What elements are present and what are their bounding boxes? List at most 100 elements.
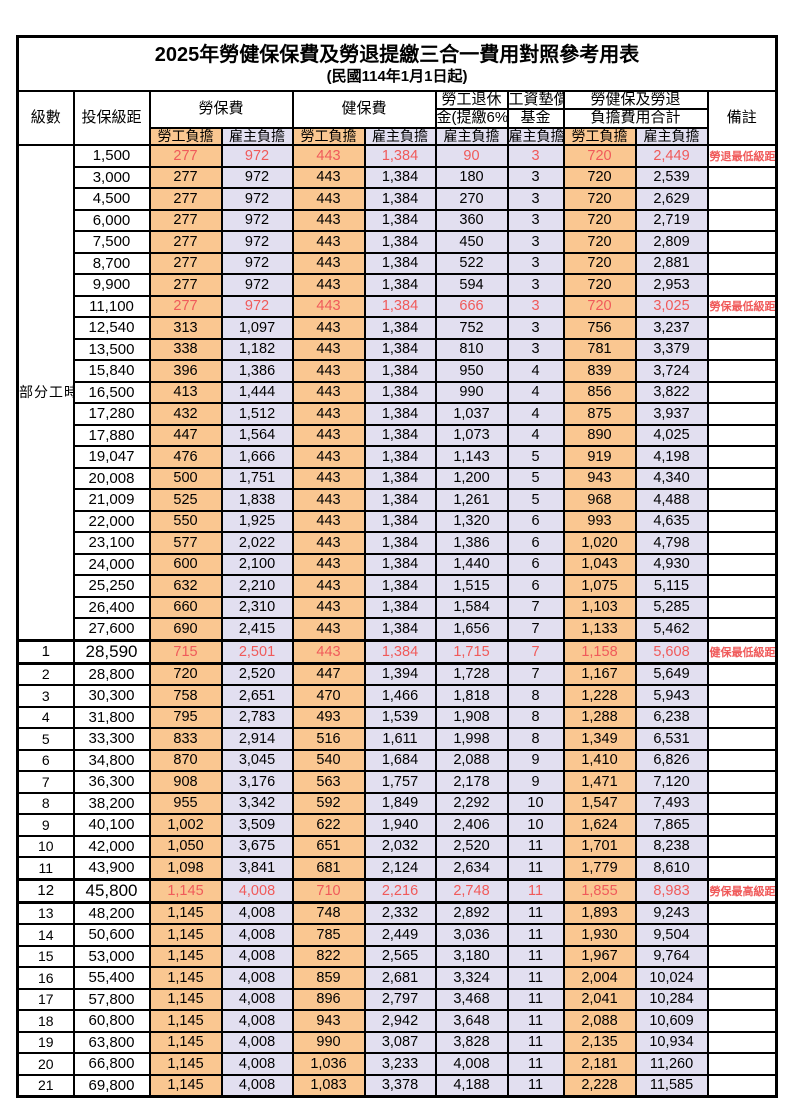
bracket-cell: 13,500	[72, 337, 151, 362]
data-cell: 1,145	[148, 966, 223, 990]
data-cell: 7	[506, 595, 565, 620]
data-cell: 443	[291, 359, 366, 383]
data-cell: 822	[291, 944, 366, 969]
data-cell: 1,075	[562, 574, 637, 598]
bracket-cell: 6,000	[72, 208, 151, 233]
data-cell: 1,182	[220, 337, 294, 362]
level-cell: 14	[16, 923, 75, 947]
data-cell: 1,384	[363, 294, 437, 319]
data-cell: 2,088	[434, 748, 509, 773]
data-cell: 1,384	[363, 380, 437, 405]
data-cell: 1,158	[562, 638, 637, 665]
bracket-cell: 31,800	[72, 705, 151, 730]
bracket-cell: 17,280	[72, 402, 151, 426]
data-cell: 2,797	[363, 987, 437, 1012]
data-cell: 1,103	[562, 595, 637, 620]
table-row: 3,000 277 972 443 1,384 180 3 720 2,539	[18, 165, 778, 190]
bracket-cell: 28,590	[72, 638, 151, 665]
data-cell: 1,757	[363, 770, 437, 794]
bracket-cell: 4,500	[72, 187, 151, 211]
table-row: 6 34,800 870 3,045 540 1,684 2,088 9 1,410 6,826	[16, 748, 778, 773]
data-cell: 2,210	[220, 574, 294, 598]
level-cell: 17	[16, 987, 75, 1012]
table-row: 15,840 396 1,386 443 1,384 950 4 839 3,724	[18, 359, 778, 383]
level-cell: 18	[16, 1009, 75, 1033]
subheader-pension-employer: 雇主負擔	[434, 126, 509, 147]
level-cell: 10	[16, 834, 75, 859]
data-cell: 11	[506, 856, 565, 881]
data-cell: 3	[506, 165, 565, 190]
data-cell: 3,324	[434, 966, 509, 990]
bracket-cell: 22,000	[72, 509, 151, 534]
bracket-cell: 1,500	[72, 144, 151, 168]
data-cell: 1,384	[363, 531, 437, 555]
data-cell: 11	[506, 834, 565, 859]
data-cell: 1,002	[148, 813, 223, 837]
data-cell: 90	[434, 144, 509, 168]
data-cell: 11,260	[634, 1052, 709, 1076]
data-cell: 1,715	[434, 638, 509, 665]
data-cell: 3,468	[434, 987, 509, 1012]
data-cell: 8	[506, 684, 565, 708]
data-cell: 3,828	[434, 1030, 509, 1055]
data-cell: 3	[506, 337, 565, 362]
remark-cell	[706, 466, 778, 491]
data-cell: 447	[291, 662, 366, 687]
remark-cell	[706, 187, 778, 211]
bracket-cell: 19,047	[72, 445, 151, 469]
data-cell: 1,384	[363, 638, 437, 665]
data-cell: 4,008	[220, 1009, 294, 1033]
data-cell: 1,384	[363, 509, 437, 534]
bracket-cell: 40,100	[72, 813, 151, 837]
col-header-total-line1: 勞健保及勞退	[562, 89, 709, 111]
data-cell: 3,045	[220, 748, 294, 773]
data-cell: 856	[562, 380, 637, 405]
level-cell: 部分工時	[16, 144, 75, 642]
data-cell: 5,608	[634, 638, 709, 665]
data-cell: 1,050	[148, 834, 223, 859]
data-cell: 7,120	[634, 770, 709, 794]
data-cell: 2,809	[634, 230, 709, 254]
data-cell: 666	[434, 294, 509, 319]
data-cell: 1,384	[363, 466, 437, 491]
data-cell: 2,501	[220, 638, 294, 665]
data-cell: 681	[291, 856, 366, 881]
col-header-total-line2: 負擔費用合計	[562, 108, 709, 129]
bracket-cell: 8,700	[72, 251, 151, 276]
remark-cell	[706, 1073, 778, 1098]
table-row: 26,400 660 2,310 443 1,384 1,584 7 1,103 5,285	[18, 595, 778, 620]
bracket-cell: 63,800	[72, 1030, 151, 1055]
data-cell: 1,410	[562, 748, 637, 773]
data-cell: 1,036	[291, 1052, 366, 1076]
data-cell: 447	[148, 423, 223, 448]
data-cell: 443	[291, 165, 366, 190]
data-cell: 1,728	[434, 662, 509, 687]
data-cell: 1,893	[562, 901, 637, 926]
bracket-cell: 33,300	[72, 727, 151, 751]
data-cell: 540	[291, 748, 366, 773]
data-cell: 1,145	[148, 1073, 223, 1098]
data-cell: 2,032	[363, 834, 437, 859]
data-cell: 2,310	[220, 595, 294, 620]
data-cell: 955	[148, 791, 223, 816]
table-row: 11,100 277 972 443 1,384 666 3 720 3,025 勞保最低級距	[18, 294, 778, 319]
data-cell: 4,008	[220, 1073, 294, 1098]
data-cell: 443	[291, 380, 366, 405]
data-cell: 3,822	[634, 380, 709, 405]
table-row: 24,000 600 2,100 443 1,384 1,440 6 1,043 4,930	[18, 552, 778, 577]
table-row: 2 28,800 720 2,520 447 1,394 1,728 7 1,167 5,649	[16, 662, 778, 687]
data-cell: 622	[291, 813, 366, 837]
data-cell: 11	[506, 1009, 565, 1033]
data-cell: 4,008	[434, 1052, 509, 1076]
data-cell: 10	[506, 813, 565, 837]
data-cell: 1,145	[148, 944, 223, 969]
bracket-cell: 38,200	[72, 791, 151, 816]
data-cell: 1,384	[363, 359, 437, 383]
data-cell: 4,340	[634, 466, 709, 491]
data-cell: 4,025	[634, 423, 709, 448]
remark-cell	[706, 230, 778, 254]
remark-cell	[706, 617, 778, 642]
data-cell: 1,384	[363, 251, 437, 276]
data-cell: 1,440	[434, 552, 509, 577]
